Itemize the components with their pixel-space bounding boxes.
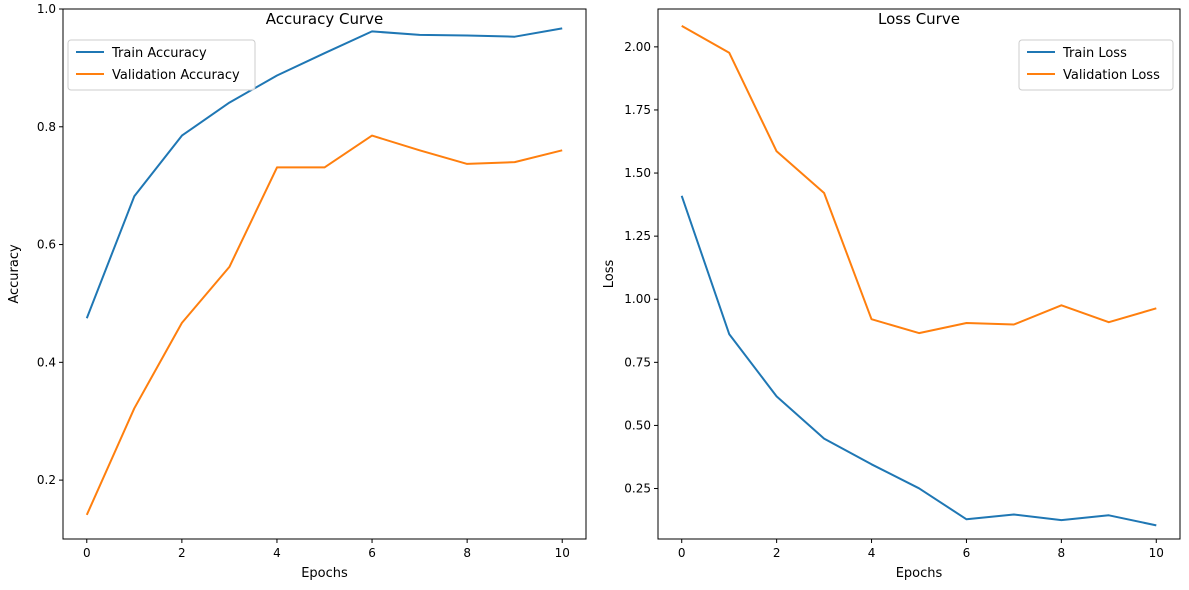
legend-entry-label: Train Accuracy xyxy=(111,46,207,61)
y-tick-label: 0.2 xyxy=(37,473,56,487)
chart-title: Accuracy Curve xyxy=(266,10,384,28)
x-tick-label: 2 xyxy=(178,546,186,560)
series-line-validation-accuracy xyxy=(85,134,563,516)
y-tick-label: 1.25 xyxy=(624,229,651,243)
y-tick-label: 0.8 xyxy=(37,120,56,134)
series-line-train-accuracy xyxy=(85,27,563,319)
legend-box xyxy=(1018,39,1174,91)
accuracy-chart-panel: Accuracy Curve 0 2 4 6 8 10 0.2 0.4 0.6 0.8 1.0 Epoc… xyxy=(7,2,587,581)
loss-chart-panel: Loss Curve 0 2 4 6 8 10 0.25 0.50 0.75 1.00 1.25 1.5… xyxy=(602,8,1181,581)
series-line-train-loss xyxy=(680,195,1157,527)
plot-frame xyxy=(62,8,587,540)
y-tick-label: 0.25 xyxy=(624,482,651,496)
y-tick-label: 2.00 xyxy=(624,40,651,54)
x-tick-label: 0 xyxy=(83,546,91,560)
x-tick-label: 8 xyxy=(1058,546,1066,560)
x-tick-label: 10 xyxy=(1149,546,1164,560)
x-tick-label: 4 xyxy=(273,546,281,560)
y-tick-label: 1.0 xyxy=(37,2,56,16)
y-tick-label: 1.75 xyxy=(624,103,651,117)
legend-box xyxy=(67,39,256,91)
legend-entry-label: Validation Loss xyxy=(1063,68,1160,83)
x-tick-label: 10 xyxy=(555,546,570,560)
chart-title: Loss Curve xyxy=(878,10,960,28)
x-axis-label: Epochs xyxy=(896,566,943,581)
x-tick-label: 0 xyxy=(678,546,686,560)
series-line-validation-loss xyxy=(681,25,1157,335)
legend-entry-label: Validation Accuracy xyxy=(112,68,240,83)
y-tick-label: 1.50 xyxy=(624,166,651,180)
plot-frame xyxy=(657,8,1181,540)
y-axis-label: Loss xyxy=(602,260,617,289)
y-tick-label: 0.75 xyxy=(624,355,651,369)
x-tick-label: 2 xyxy=(773,546,781,560)
x-axis-label: Epochs xyxy=(301,566,348,581)
x-tick-label: 8 xyxy=(463,546,471,560)
x-tick-label: 6 xyxy=(963,546,971,560)
y-tick-label: 0.6 xyxy=(37,238,56,252)
legend-entry-label: Train Loss xyxy=(1062,46,1127,61)
x-tick-label: 4 xyxy=(868,546,876,560)
y-axis-label: Accuracy xyxy=(7,244,22,304)
y-tick-label: 0.4 xyxy=(37,355,56,369)
x-tick-label: 6 xyxy=(368,546,376,560)
y-tick-label: 0.50 xyxy=(624,418,651,432)
y-tick-label: 1.00 xyxy=(624,292,651,306)
